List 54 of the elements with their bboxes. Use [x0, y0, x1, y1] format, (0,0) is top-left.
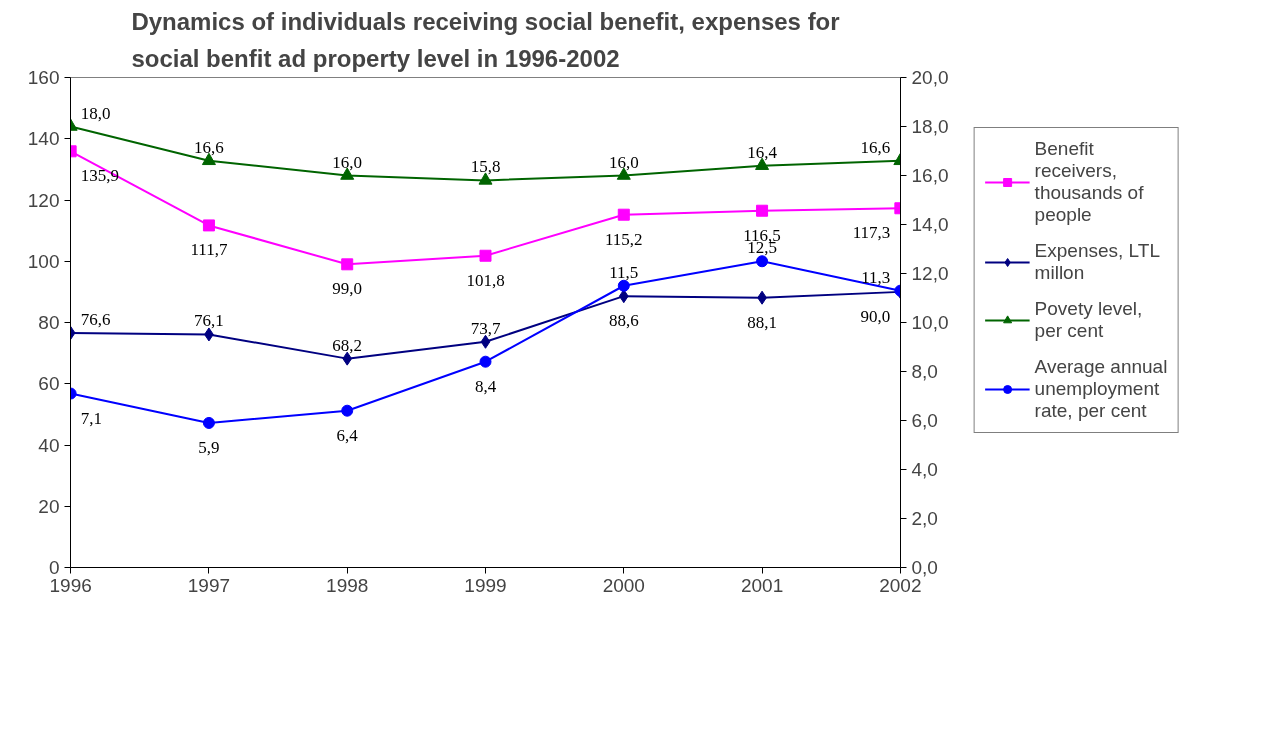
y2-tick-label: 10,0: [911, 312, 949, 333]
data-label: 68,2: [332, 335, 363, 355]
data-label: 73,7: [470, 318, 501, 338]
y-tick-label: 120: [27, 189, 60, 211]
y2-tick-label: 18,0: [911, 116, 949, 137]
data-label: 8,4: [474, 376, 497, 396]
data-label: 101,8: [466, 270, 505, 290]
x-tick-label: 1997: [187, 574, 231, 596]
data-label: 11,5: [609, 262, 639, 282]
data-label: 76,6: [80, 309, 111, 329]
data-label: 11,3: [861, 267, 891, 287]
x-tick-label: 1999: [464, 574, 507, 596]
y2-tick-label: 4,0: [911, 459, 938, 480]
data-label: 7,1: [80, 408, 102, 428]
data-label: 88,1: [747, 312, 777, 332]
data-label: 16,6: [860, 137, 891, 157]
y2-tick-label: 12,0: [911, 263, 949, 284]
y-tick-label: 140: [27, 128, 60, 150]
y2-tick-label: 16,0: [911, 165, 949, 186]
legend-label: Expenses, LTL millon: [1034, 240, 1160, 284]
data-label: 115,2: [604, 229, 643, 249]
y-tick-label: 160: [27, 67, 60, 88]
y2-tick-label: 14,0: [911, 214, 949, 235]
data-label: 88,6: [608, 311, 639, 331]
y-tick-label: 80: [38, 312, 60, 333]
x-tick-label: 1998: [326, 574, 369, 596]
legend-label: Benefit receivers, thousands of people: [1034, 138, 1144, 226]
data-label: 18,0: [80, 103, 111, 123]
data-label: 99,0: [332, 279, 363, 299]
y-tick-label: 60: [38, 373, 60, 395]
y2-tick-label: 6,0: [911, 410, 938, 431]
data-label: 15,8: [470, 157, 501, 177]
data-label: 90,0: [860, 306, 891, 326]
x-tick-label: 2000: [602, 574, 645, 596]
data-label: 111,7: [190, 240, 228, 260]
y2-tick-label: 2,0: [911, 508, 938, 529]
data-label: 135,9: [80, 166, 119, 186]
y-tick-label: 40: [38, 434, 60, 456]
chart-title: Dynamics of individuals receiving social benefit, expenses for social benfit ad property level in 1996-2002: [131, 7, 840, 73]
y2-tick-label: 20,0: [911, 67, 949, 88]
legend-label: Povety level, per cent: [1034, 298, 1143, 342]
data-label: 16,0: [332, 152, 363, 172]
x-tick-label: 2001: [740, 574, 784, 596]
data-label: 16,6: [194, 137, 224, 157]
data-label: 76,1: [194, 311, 224, 331]
y2-tick-label: 8,0: [911, 361, 938, 382]
data-label: 5,9: [198, 437, 220, 457]
data-label: 117,3: [852, 223, 891, 243]
y-tick-label: 100: [27, 250, 60, 272]
legend-label: Average annual unemployment rate, per cent: [1034, 356, 1168, 422]
data-label: 6,4: [336, 425, 359, 445]
y-tick-label: 20: [38, 495, 60, 517]
data-label: 16,4: [747, 142, 778, 162]
data-label: 16,0: [608, 152, 639, 172]
